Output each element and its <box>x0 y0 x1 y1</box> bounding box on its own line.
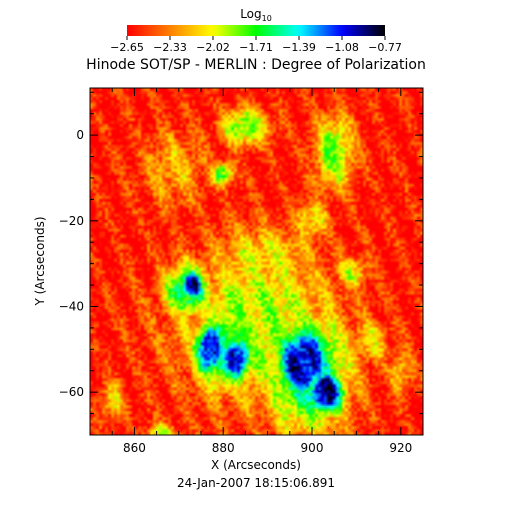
x-axis-label: X (Arcseconds) <box>211 458 301 472</box>
colorbar-tick-label: −1.71 <box>239 41 273 54</box>
plot-frame <box>89 87 424 436</box>
y-axis: 0 −20 −40 −60 <box>59 91 423 436</box>
x-tick-label: 860 <box>123 441 146 455</box>
colorbar-tick-label: −2.33 <box>153 41 187 54</box>
colorbar-label-subscript: 10 <box>262 14 272 23</box>
colorbar-label: Log10 <box>240 7 272 23</box>
heatmap-image <box>90 88 423 435</box>
colorbar-label-base: Log <box>240 7 261 21</box>
y-axis-label: Y (Arcseconds) <box>33 216 47 306</box>
colorbar-tick-label: −1.08 <box>325 41 359 54</box>
x-tick-label: 880 <box>212 441 235 455</box>
y-tick-label: −20 <box>59 214 84 228</box>
x-tick-label: 900 <box>301 441 324 455</box>
chart-title: Hinode SOT/SP - MERLIN : Degree of Polar… <box>86 57 426 73</box>
colorbar <box>127 25 385 36</box>
y-tick-label: 0 <box>76 128 84 142</box>
y-tick-label: −60 <box>59 385 84 399</box>
x-axis: 860 880 900 920 <box>111 88 424 455</box>
y-tick-label: −40 <box>59 299 84 313</box>
colorbar-tick-label: −2.02 <box>196 41 230 54</box>
colorbar-tick-label: −2.65 <box>110 41 144 54</box>
colorbar-tick-label: −0.77 <box>368 41 402 54</box>
x-tick-label: 920 <box>389 441 412 455</box>
colorbar-ticks: −2.65 −2.33 −2.02 −1.71 −1.39 −1.08 −0.77 <box>110 36 402 54</box>
colorbar-tick-label: −1.39 <box>282 41 316 54</box>
date-stamp: 24-Jan-2007 18:15:06.891 <box>177 476 335 490</box>
